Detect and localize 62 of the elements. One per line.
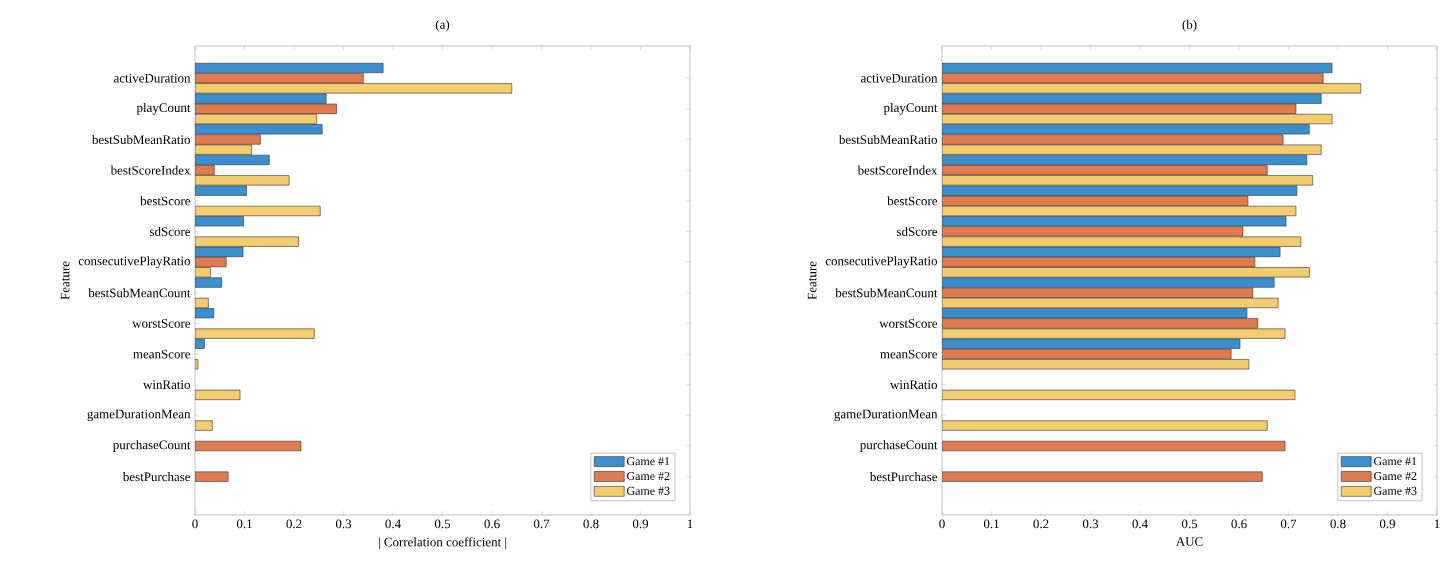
x-tick-label: 0.7 [1280,519,1297,529]
y-tick-label: gameDurationMean [87,409,191,422]
y-tick-label: consecutivePlayRatio [78,256,191,268]
y-tick-label: meanScore [880,349,938,359]
legend-label: Game #2 [626,472,670,481]
y-tick-label: consecutivePlayRatio [825,256,938,268]
x-tick-label: 0.1 [983,519,999,529]
y-tick-label: worstScore [132,319,191,328]
x-tick-label: 0.5 [434,519,451,529]
x-tick-label: 0.5 [1181,519,1198,529]
y-tick-label: bestScoreIndex [857,165,938,175]
y-tick-label: meanScore [133,349,191,359]
y-tick-label: gameDurationMean [834,409,938,422]
y-tick-label: winRatio [890,380,938,390]
x-tick-label: 0.1 [236,519,252,529]
y-tick-label: purchaseCount [860,440,938,452]
y-tick-label: activeDuration [114,73,191,83]
y-axis-title: Feature [807,261,817,300]
x-tick-label: 0.3 [335,519,352,529]
legend-label: Game #3 [626,486,670,495]
x-tick-label: 0.4 [1132,519,1148,529]
y-tick-label: sdScore [897,226,938,236]
y-tick-label: bestPurchase [869,472,938,482]
y-tick-label: bestSubMeanCount [835,288,938,298]
x-axis-title: | Correlation coefficient | [378,537,507,550]
y-tick-label: purchaseCount [113,440,191,452]
x-tick-label: 0.9 [1379,519,1396,529]
y-tick-label: bestSubMeanRatio [91,134,191,145]
y-tick-label: bestScore [887,196,938,206]
x-tick-label: 0.6 [484,519,500,529]
y-tick-label: sdScore [150,226,191,236]
legend-label: Game #3 [1373,486,1417,495]
x-tick-label: 0.2 [286,519,302,529]
y-tick-label: playCount [136,102,191,115]
legend-label: Game #1 [626,457,670,466]
legend-label: Game #2 [1373,472,1417,481]
x-tick-label: 1 [1434,519,1440,529]
y-tick-label: bestPurchase [122,472,191,482]
chart-title: (b) [1182,19,1197,32]
x-tick-label: 0 [939,519,945,529]
x-tick-label: 0.2 [1033,519,1049,529]
y-tick-label: winRatio [143,380,191,390]
y-tick-label: activeDuration [861,73,938,83]
y-tick-label: bestSubMeanRatio [838,134,938,145]
x-tick-label: 0.7 [533,519,550,529]
x-tick-label: 0.6 [1231,519,1247,529]
legend-label: Game #1 [1373,457,1417,466]
x-tick-label: 0.8 [583,519,599,529]
x-tick-label: 0 [192,519,198,529]
x-tick-label: 1 [687,519,693,529]
y-tick-label: playCount [883,102,938,115]
y-tick-label: worstScore [879,319,938,328]
chart-title: (a) [435,19,450,32]
x-tick-label: 0.4 [385,519,401,529]
x-tick-label: 0.9 [632,519,649,529]
y-tick-label: bestScore [140,196,191,206]
x-axis-title: AUC [1175,537,1203,546]
y-tick-label: bestSubMeanCount [88,288,191,298]
x-tick-label: 0.3 [1082,519,1099,529]
y-axis-title: Feature [60,261,70,300]
y-tick-label: bestScoreIndex [110,165,191,175]
x-tick-label: 0.8 [1330,519,1346,529]
